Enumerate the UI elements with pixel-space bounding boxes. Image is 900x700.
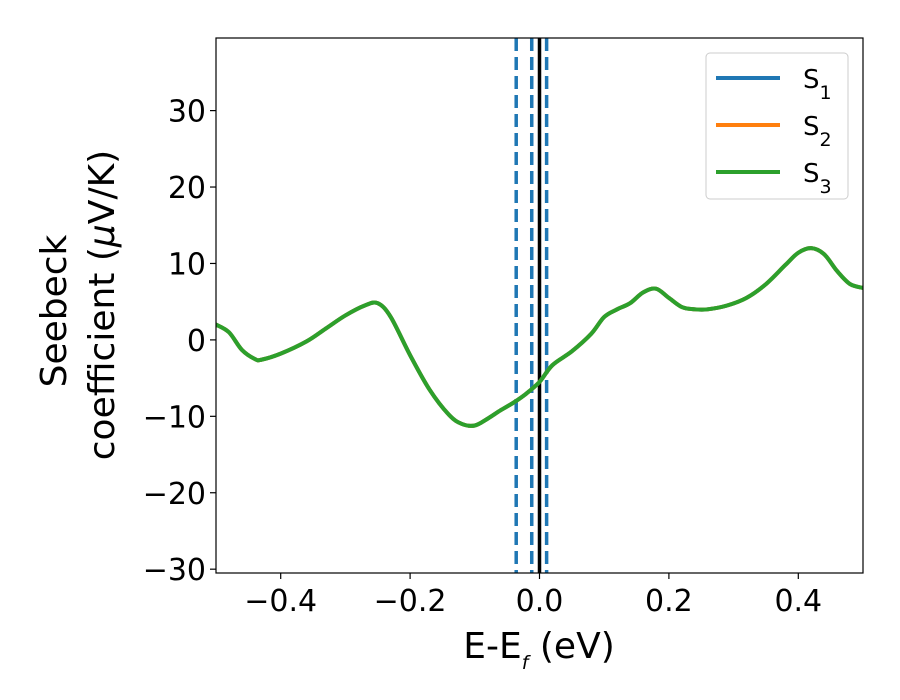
svg-text:Seebeck: Seebeck (34, 234, 75, 387)
x-tick-label: 0.2 (645, 584, 693, 619)
y-tick-label: 10 (168, 247, 206, 282)
legend: S1 S2 S3 (705, 52, 849, 200)
reference-lines (514, 38, 549, 573)
x-axis-ticks: −0.4 −0.2 0.0 0.2 0.4 (244, 573, 822, 619)
x-axis-label: E-Ef (eV) (463, 626, 615, 674)
legend-label-s2: S2 (803, 112, 832, 151)
y-tick-label: 0 (187, 324, 206, 359)
y-axis-ticks: −30 −20 −10 0 10 20 30 (143, 95, 216, 588)
legend-label-s1: S1 (803, 65, 832, 104)
y-axis-label: Seebeck coefficient (μV/K) (34, 150, 123, 460)
y-tick-label: 20 (168, 171, 206, 206)
series-layer (216, 246, 863, 428)
x-tick-label: −0.2 (374, 584, 447, 619)
x-tick-label: 0.4 (774, 584, 822, 619)
y-tick-label: 30 (168, 95, 206, 130)
y-tick-label: −20 (143, 477, 206, 512)
x-tick-label: 0.0 (516, 584, 564, 619)
y-tick-label: −10 (143, 400, 206, 435)
series-line-s3 (216, 246, 863, 428)
svg-text:coefficient (μV/K): coefficient (μV/K) (82, 150, 123, 460)
legend-label-s3: S3 (803, 159, 832, 198)
y-tick-label: −30 (143, 553, 206, 588)
x-tick-label: −0.4 (244, 584, 317, 619)
